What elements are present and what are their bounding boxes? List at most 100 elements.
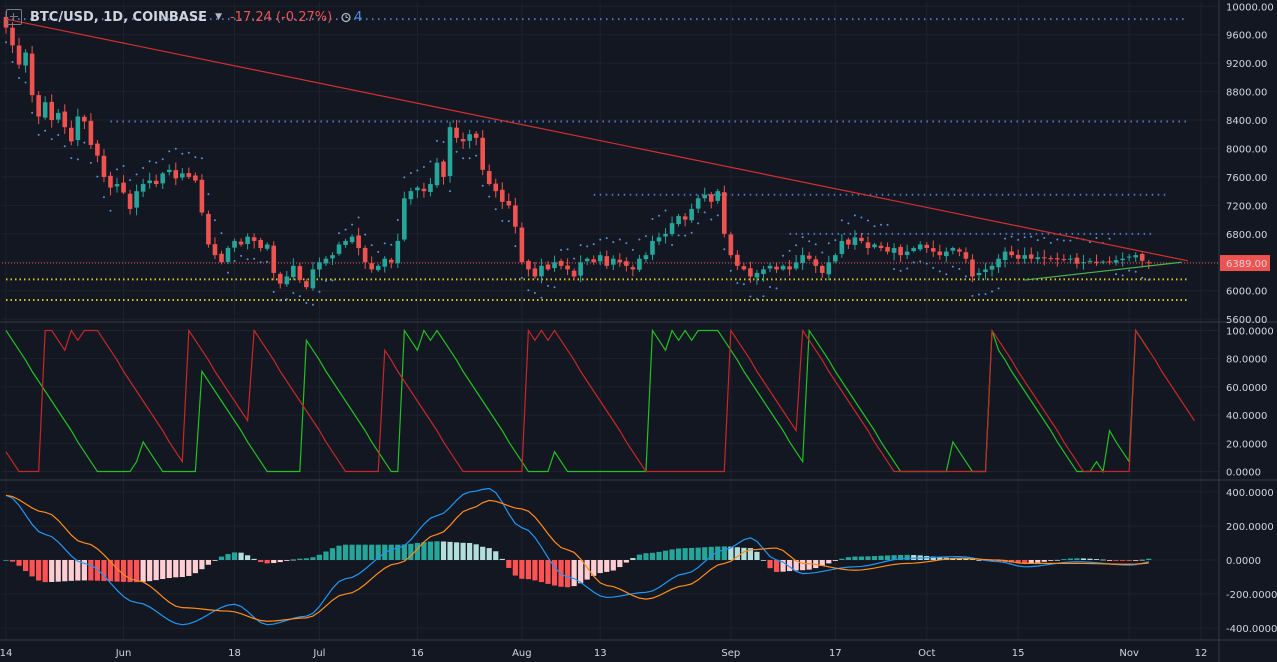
macd-histogram-bar [604, 560, 610, 572]
chart-header: BTC/USD, 1D, COINBASE ▼ -17.24 (-0.27%) … [6, 6, 362, 28]
candle-up [42, 102, 48, 118]
sar-dot [351, 223, 354, 226]
sar-dot [644, 235, 647, 238]
chevron-down-icon[interactable]: ▼ [215, 12, 222, 22]
candle-up [166, 169, 172, 173]
candle-up [330, 255, 335, 259]
sar-dot [44, 129, 47, 132]
sar-dot [808, 240, 811, 243]
macd-histogram-bar [852, 556, 858, 560]
candle-up [552, 262, 557, 269]
candle-up [754, 272, 760, 278]
candle-down [1055, 258, 1060, 260]
macd-histogram-bar [773, 560, 780, 572]
candle-up [944, 251, 949, 257]
macd-histogram-bar [675, 548, 682, 560]
sar-dot [951, 265, 954, 268]
candle-up [147, 180, 152, 184]
macd-histogram-bar [205, 560, 212, 565]
macd-histogram-bar [114, 560, 120, 582]
macd-histogram-bar [754, 551, 760, 560]
candle-down [441, 161, 446, 177]
macd-histogram-bar [1080, 558, 1087, 560]
sar-dot [514, 245, 517, 248]
sar-dot [1004, 237, 1007, 240]
candle-down [558, 260, 564, 266]
candle-up [793, 262, 799, 269]
macd-histogram-bar [75, 560, 81, 581]
candle-up [597, 255, 603, 262]
symbol-label[interactable]: BTC/USD, 1D, COINBASE [30, 9, 208, 25]
candle-down [304, 281, 309, 288]
macd-histogram-bar [153, 560, 159, 581]
sar-dot [893, 268, 896, 271]
alarm-clock-icon[interactable]: 4 [340, 10, 362, 25]
candle-up [160, 173, 166, 184]
sar-dot [155, 161, 158, 164]
candle-up [310, 269, 316, 289]
candle-up [336, 244, 342, 254]
macd-histogram-bar [969, 559, 976, 560]
sar-dot [220, 232, 223, 235]
macd-histogram-bar [290, 559, 296, 561]
expand-icon[interactable] [6, 9, 22, 25]
sar-dot [782, 254, 785, 257]
sar-dot [919, 260, 922, 263]
aroon-axis-tick: 40.0000 [1226, 411, 1267, 422]
sar-dot [527, 289, 530, 292]
candle-down [930, 248, 936, 252]
time-axis-tick: Jul [312, 648, 325, 659]
candle-up [800, 255, 805, 263]
candle-down [173, 170, 179, 179]
macd-histogram-bar [1093, 559, 1100, 560]
sar-dot [462, 157, 465, 160]
macd-histogram-bar [1087, 558, 1093, 560]
macd-histogram-bar [760, 560, 767, 561]
macd-histogram-bar [728, 546, 734, 560]
sar-dot [396, 218, 399, 221]
candle-up [1081, 262, 1086, 264]
descending-trendline [5, 18, 1189, 262]
candle-down [545, 264, 551, 270]
sar-dot [1030, 235, 1033, 238]
sar-dot [1010, 235, 1013, 238]
macd-histogram-bar [747, 548, 754, 560]
candle-down [1015, 254, 1021, 259]
sar-dot [769, 286, 772, 289]
macd-histogram-bar [297, 558, 303, 560]
sar-dot [338, 232, 341, 235]
candle-up [23, 52, 28, 66]
macd-histogram-bar [656, 551, 662, 560]
sar-dot [168, 150, 171, 153]
candle-down [859, 237, 864, 241]
sar-dot [11, 60, 14, 63]
candle-up [610, 258, 616, 265]
macd-histogram-bar [865, 556, 871, 560]
sar-dot [1088, 241, 1091, 244]
sar-dot [298, 295, 301, 298]
macd-histogram-bar [1022, 560, 1028, 564]
candle-up [232, 240, 237, 248]
sar-dot [560, 249, 563, 252]
sar-dot [573, 257, 576, 260]
sar-dot [5, 41, 7, 44]
sar-dot [821, 251, 824, 254]
sar-dot [50, 138, 53, 141]
candle-down [10, 27, 15, 46]
candle-up [317, 262, 322, 270]
sar-dot [775, 287, 778, 290]
macd-histogram-bar [904, 554, 910, 560]
candle-down [49, 101, 55, 121]
aroon-axis-tick: 100.0000 [1226, 326, 1274, 337]
candle-down [277, 273, 283, 284]
macd-histogram-bar [937, 557, 943, 560]
macd-histogram-bar [976, 560, 982, 561]
macd-histogram-bar [160, 560, 166, 580]
sar-dot [83, 141, 86, 144]
macd-histogram-bar [68, 560, 74, 581]
candle-down [62, 111, 68, 128]
macd-histogram-bar [819, 560, 825, 566]
macd-histogram-bar [356, 544, 362, 560]
candle-up [55, 112, 61, 120]
